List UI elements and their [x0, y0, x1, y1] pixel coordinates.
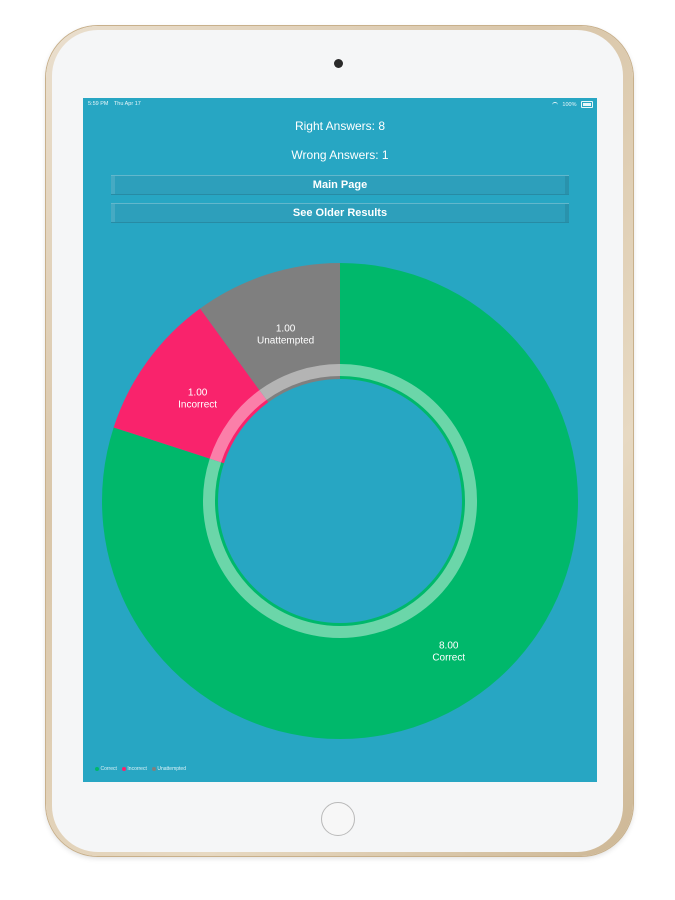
pie-slice-unattempted[interactable] [200, 263, 340, 403]
battery-percentage: 100% [562, 101, 577, 108]
legend-label-correct: Correct [100, 766, 117, 772]
home-button[interactable] [321, 802, 355, 836]
legend-label-incorrect: Incorrect [127, 766, 147, 772]
slice-category-correct: Correct [432, 653, 465, 664]
slice-category-incorrect: Incorrect [178, 400, 217, 411]
see-older-results-button[interactable]: See Older Results [111, 203, 569, 223]
chart-legend: Correct Incorrect Unattempted [95, 766, 191, 772]
battery-icon [581, 101, 593, 108]
slice-category-unattempted: Unattempted [257, 336, 314, 347]
legend-label-unattempted: Unattempted [157, 766, 186, 772]
legend-swatch-unattempted [151, 766, 156, 771]
legend-swatch-incorrect [121, 766, 126, 771]
slice-value-incorrect: 1.00 [188, 388, 208, 399]
status-time: 5:59 PM [88, 101, 109, 107]
slice-highlight-correct [203, 364, 477, 638]
legend-item-unattempted: Unattempted [151, 766, 186, 772]
wrong-answers-label: Wrong Answers: 1 [291, 148, 389, 162]
right-answers-label: Right Answers: 8 [294, 119, 386, 133]
status-left: 5:59 PM Thu Apr 17 [88, 101, 145, 107]
status-date: Thu Apr 17 [113, 101, 141, 107]
camera-icon [334, 59, 343, 68]
status-bar: 5:59 PM Thu Apr 17 100% [83, 98, 597, 110]
slice-value-unattempted: 1.00 [276, 324, 296, 335]
legend-item-incorrect: Incorrect [121, 766, 147, 772]
pie-slice-incorrect[interactable] [113, 308, 269, 464]
slice-highlight-unattempted [259, 364, 341, 400]
slice-highlight-incorrect [209, 390, 267, 463]
main-page-button[interactable]: Main Page [111, 175, 569, 195]
pie-slice-correct[interactable] [102, 263, 578, 739]
legend-item-correct: Correct [95, 766, 117, 772]
app-screen: 5:59 PM Thu Apr 17 100% Right Answers: 8… [83, 98, 597, 782]
slice-value-correct: 8.00 [439, 641, 459, 652]
legend-swatch-correct [95, 766, 99, 771]
wifi-icon [551, 101, 558, 108]
status-right: 100% [549, 101, 593, 108]
